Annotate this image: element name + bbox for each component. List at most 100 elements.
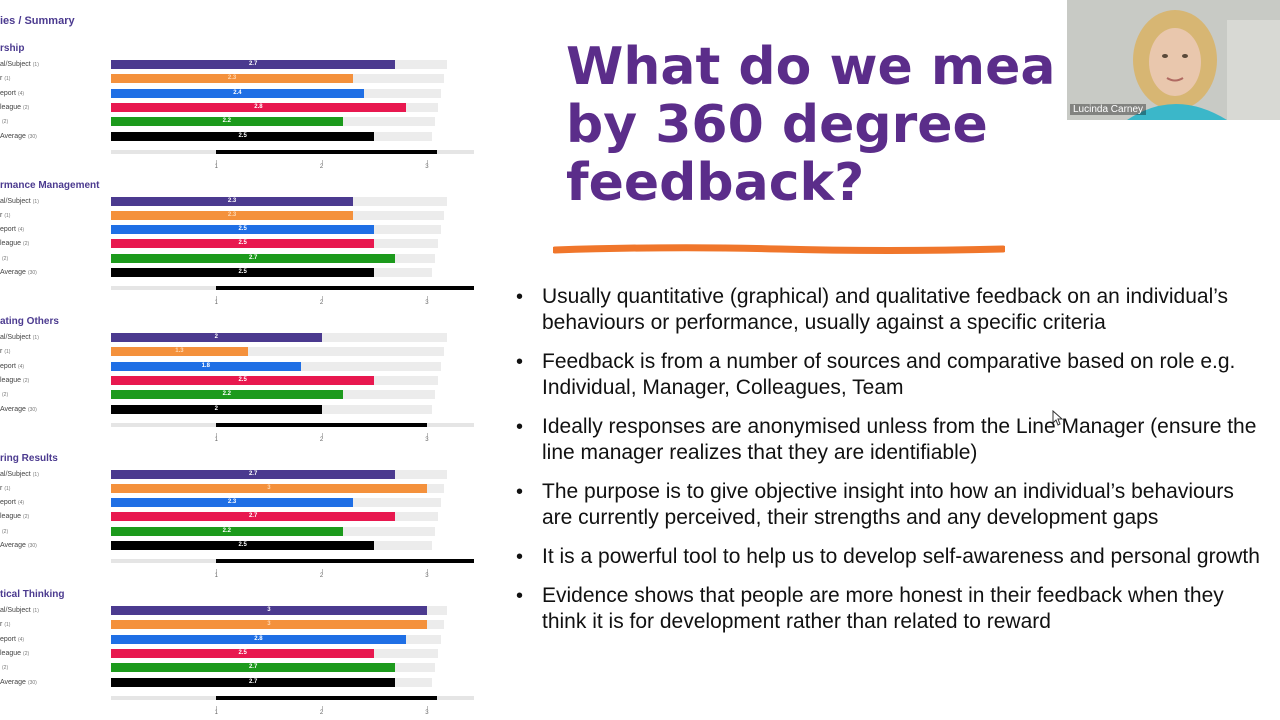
row-label: al/Subject (1) xyxy=(0,61,39,68)
chart-bar xyxy=(111,253,396,263)
bar-value-label: 2.2 xyxy=(222,527,231,534)
bar-value-label: 2.5 xyxy=(238,376,247,383)
chart-bar xyxy=(111,390,343,400)
bar-value-label: 2.8 xyxy=(254,635,263,642)
row-label: al/Subject (1) xyxy=(0,334,39,341)
bar-value-label: 1.3 xyxy=(175,348,184,355)
row-label-text: al/Subject xyxy=(0,470,31,478)
bullet-dot: • xyxy=(516,481,524,503)
chart-bar xyxy=(111,648,375,658)
chart-bar xyxy=(111,469,396,479)
axis-tick-label: 2 xyxy=(319,709,324,716)
chart-bar xyxy=(111,483,427,493)
row-label-count: (4) xyxy=(17,636,25,643)
row-label-count: (4) xyxy=(17,90,25,97)
chart-bar xyxy=(111,606,427,615)
row-label-count: (4) xyxy=(17,500,25,507)
row-label: (2) xyxy=(0,528,8,535)
row-label-text: al/Subject xyxy=(0,334,31,341)
row-label-count: (1) xyxy=(32,62,39,68)
row-label: Average (30) xyxy=(0,269,37,276)
row-label-count: (2) xyxy=(2,665,9,672)
row-label: league (2) xyxy=(0,513,29,520)
chart-bar xyxy=(111,375,375,385)
axis-tick xyxy=(216,569,218,574)
axis-tick-label: 3 xyxy=(425,300,429,307)
row-label: league (2) xyxy=(0,104,29,111)
row-label-text: al/Subject xyxy=(0,197,31,205)
row-label: Average (30) xyxy=(0,542,37,549)
row-label-count: (2) xyxy=(23,241,30,248)
participant-name-label: Lucinda Carney xyxy=(1070,104,1147,115)
bullet-text: Feedback is from a number of sources and… xyxy=(542,350,1236,399)
axis-tick xyxy=(216,705,218,710)
mouse-cursor-icon xyxy=(1052,410,1064,426)
chart-bar xyxy=(111,102,406,112)
title-underline xyxy=(553,244,1005,254)
chart-bar xyxy=(111,210,354,220)
row-label: (2) xyxy=(0,118,8,125)
breadcrumb: ies / Summary xyxy=(0,15,75,27)
axis-tick-label: 3 xyxy=(425,163,429,170)
chart-bar xyxy=(111,634,406,644)
bullet-item: • Evidence shows that people are more hon… xyxy=(516,583,1266,635)
axis-tick xyxy=(216,159,218,164)
bullet-text: Evidence shows that people are more hone… xyxy=(542,584,1224,633)
row-label: Average (30) xyxy=(0,406,37,413)
row-label-text: Average xyxy=(0,405,26,413)
row-label-text: league xyxy=(0,649,22,657)
axis-tick xyxy=(321,569,323,574)
axis-tick xyxy=(426,296,428,301)
row-label-count: (4) xyxy=(17,227,25,234)
row-label-text: r xyxy=(0,484,3,492)
chart-bar xyxy=(111,333,322,342)
row-label: league (2) xyxy=(0,377,29,384)
axis-tick-label: 3 xyxy=(425,436,429,443)
row-label: al/Subject (1) xyxy=(0,471,39,478)
bar-value-label: 2.5 xyxy=(238,226,247,233)
row-label: eport (4) xyxy=(0,226,24,233)
row-label: r (1) xyxy=(0,348,10,355)
row-label-text: Average xyxy=(0,132,26,140)
axis-tick xyxy=(426,705,428,710)
bar-value-label: 3 xyxy=(267,607,271,613)
bar-value-label: 2.5 xyxy=(238,649,247,656)
axis-tick-label: 1 xyxy=(214,163,218,170)
row-label-text: league xyxy=(0,103,22,111)
row-label: eport (4) xyxy=(0,499,24,506)
row-label-count: (2) xyxy=(2,119,9,126)
row-label: r (1) xyxy=(0,75,10,82)
axis-tick-label: 1 xyxy=(214,573,218,580)
bar-value-label: 2.3 xyxy=(227,499,237,506)
bar-value-label: 2.2 xyxy=(222,391,231,398)
chart-bar xyxy=(111,347,248,357)
chart-bar xyxy=(111,620,427,630)
row-label-count: (1) xyxy=(4,622,11,629)
bar-value-label: 2.7 xyxy=(248,470,258,477)
chart-bar xyxy=(111,526,343,536)
chart-bar xyxy=(111,88,364,98)
chart-bar xyxy=(111,239,375,249)
bar-value-label: 2.5 xyxy=(238,132,247,139)
bullet-list: • Usually quantitative (graphical) and qu… xyxy=(516,284,1266,648)
row-label-count: (1) xyxy=(32,198,39,205)
bar-value-label: 3 xyxy=(267,484,271,491)
row-label-count: (1) xyxy=(4,76,11,83)
bar-value-label: 2.3 xyxy=(227,197,237,204)
range-bar xyxy=(216,286,475,291)
row-label-text: eport xyxy=(0,362,16,370)
axis-tick-label: 2 xyxy=(319,300,324,307)
axis-tick xyxy=(426,159,428,164)
axis-tick xyxy=(321,296,323,301)
axis-tick-label: 1 xyxy=(214,300,218,307)
section-title: tical Thinking xyxy=(0,589,65,600)
row-label: eport (4) xyxy=(0,636,24,643)
axis-tick-label: 3 xyxy=(425,709,429,716)
row-label-text: r xyxy=(0,348,3,356)
participant-video-tile[interactable]: Lucinda Carney xyxy=(1067,0,1280,120)
chart-bar xyxy=(111,677,396,687)
chart-bar xyxy=(111,541,375,550)
range-bar xyxy=(216,695,438,700)
row-label-count: (1) xyxy=(4,349,11,356)
chart-bar xyxy=(111,268,375,277)
